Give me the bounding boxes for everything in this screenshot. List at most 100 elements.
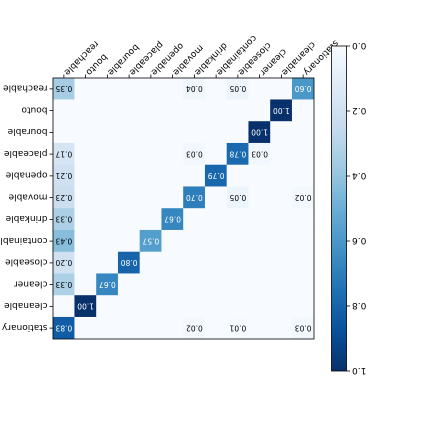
cell-value-label: 1.00	[77, 302, 94, 311]
heatmap-cell	[248, 164, 271, 187]
cell-value-label: 0.03	[186, 149, 203, 158]
heatmap-cell	[52, 295, 75, 318]
cell-value-label: 0.01	[229, 323, 246, 332]
heatmap-cell	[248, 229, 271, 252]
heatmap-cell	[117, 164, 140, 187]
heatmap-cell	[204, 164, 227, 187]
heatmap-frame	[52, 77, 315, 340]
heatmap-cell	[52, 77, 75, 100]
heatmap-cell	[226, 121, 249, 144]
heatmap-cell	[183, 295, 206, 318]
colorbar-tick-label: 0.4	[352, 170, 367, 180]
y-tick-label: closeable	[5, 257, 48, 267]
heatmap-cell	[139, 295, 162, 318]
heatmap-cell	[183, 229, 206, 252]
heatmap-cell	[291, 142, 314, 165]
heatmap-cell	[139, 142, 162, 165]
heatmap-cell	[226, 142, 249, 165]
heatmap-cell	[96, 251, 119, 274]
cell-value-label: 0.21	[55, 171, 72, 180]
heatmap-cell	[117, 121, 140, 144]
heatmap-cell	[204, 251, 227, 274]
heatmap-cell	[204, 316, 227, 339]
heatmap-cell	[52, 99, 75, 122]
heatmap-cell	[117, 316, 140, 339]
y-tick-label: drinkable	[5, 213, 47, 223]
heatmap-cell	[204, 186, 227, 209]
heatmap-cell	[161, 99, 184, 122]
cell-value-label: 0.23	[55, 193, 72, 202]
cell-value-label: 0.02	[186, 323, 203, 332]
heatmap-cell	[270, 273, 293, 296]
heatmap-cell	[161, 164, 184, 187]
y-tick-label: movable	[8, 191, 47, 201]
heatmap-cell	[74, 142, 97, 165]
cell-value-label: 0.17	[55, 149, 72, 158]
heatmap-cell	[117, 208, 140, 231]
heatmap-cell	[204, 77, 227, 100]
y-tick-label: containable	[0, 235, 48, 245]
heatmap-cell	[96, 99, 119, 122]
heatmap-cell	[226, 186, 249, 209]
heatmap-cell	[248, 121, 271, 144]
heatmap-cell	[291, 295, 314, 318]
heatmap-cell	[204, 229, 227, 252]
heatmap-cell	[291, 99, 314, 122]
heatmap-cell	[248, 251, 271, 274]
heatmap-cell	[270, 121, 293, 144]
heatmap-cell	[204, 99, 227, 122]
cell-value-label: 0.80	[121, 258, 138, 267]
heatmap-cell	[183, 316, 206, 339]
heatmap-cell	[270, 229, 293, 252]
heatmap-cell	[161, 142, 184, 165]
heatmap-cell	[96, 295, 119, 318]
heatmap-cell	[52, 229, 75, 252]
heatmap-cell	[248, 273, 271, 296]
heatmap-cell	[183, 251, 206, 274]
heatmap-cell	[270, 251, 293, 274]
y-tick-label: stationary	[1, 322, 47, 332]
heatmap-cell	[248, 99, 271, 122]
cell-value-label: 1.00	[251, 128, 268, 137]
rotated-figure: 0.35 0.04 0.05 0.60 1.00 1.00 0.17 0.03 0.78 0.03…	[0, 33, 366, 375]
heatmap-cell	[291, 316, 314, 339]
heatmap-cell	[291, 273, 314, 296]
heatmap-cell	[183, 142, 206, 165]
y-tick-label: cleaner	[14, 278, 48, 288]
heatmap-cell	[291, 121, 314, 144]
heatmap-cell	[204, 295, 227, 318]
cell-value-label: 0.43	[55, 236, 72, 245]
heatmap-cell	[74, 164, 97, 187]
y-tick-label: cleanable	[4, 300, 48, 310]
cell-value-label: 1.00	[273, 106, 290, 115]
cell-value-label: 0.03	[251, 149, 268, 158]
heatmap-cell	[183, 121, 206, 144]
cell-value-label: 0.57	[142, 236, 159, 245]
cell-value-label: 0.33	[55, 280, 72, 289]
colorbar-tick-label: 0.6	[352, 235, 367, 245]
heatmap-cell	[226, 251, 249, 274]
colorbar-tick-label: 0.0	[352, 40, 367, 50]
heatmap-cell	[183, 77, 206, 100]
cell-value-label: 0.05	[229, 84, 246, 93]
heatmap-cell	[161, 77, 184, 100]
heatmap-cell	[117, 273, 140, 296]
heatmap-cell	[74, 121, 97, 144]
heatmap-cell	[270, 186, 293, 209]
heatmap-cell	[226, 229, 249, 252]
heatmap-cell	[291, 229, 314, 252]
heatmap-cell	[291, 186, 314, 209]
heatmap-cell	[226, 77, 249, 100]
heatmap-cell	[96, 186, 119, 209]
heatmap-cell	[270, 99, 293, 122]
heatmap-cell	[117, 77, 140, 100]
heatmap-cell	[161, 208, 184, 231]
heatmap-cell	[161, 121, 184, 144]
heatmap-cell	[74, 295, 97, 318]
heatmap-cell	[96, 229, 119, 252]
heatmap-cell	[291, 208, 314, 231]
heatmap-cell	[74, 186, 97, 209]
heatmap-cell	[139, 316, 162, 339]
